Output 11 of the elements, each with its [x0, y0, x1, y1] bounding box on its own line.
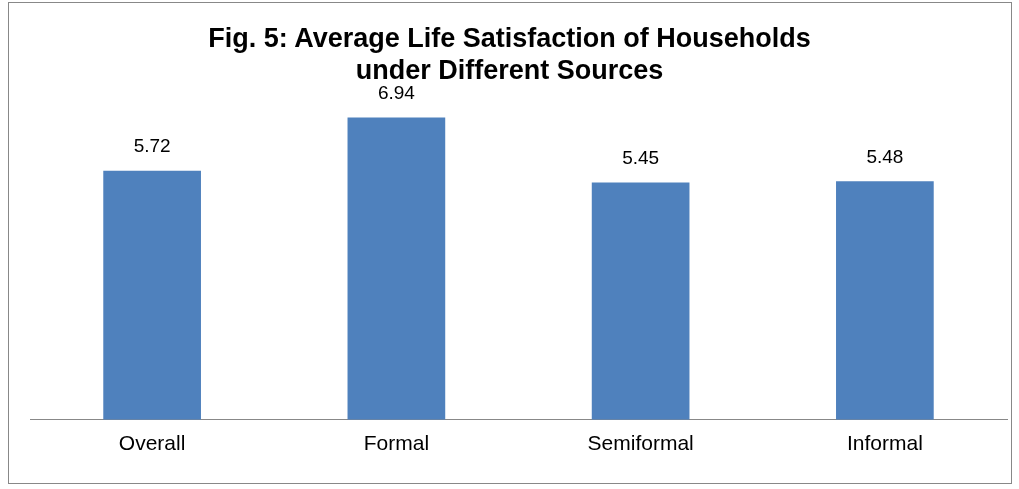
data-label: 5.72 [133, 135, 171, 157]
bar [103, 170, 201, 420]
data-label: 5.48 [866, 145, 904, 167]
data-label: 5.45 [622, 147, 660, 169]
bar [347, 117, 446, 420]
x-tick-label: Overall [118, 431, 186, 455]
bar [591, 182, 690, 420]
x-tick-label: Semiformal [587, 431, 694, 455]
x-tick-label: Formal [363, 431, 430, 455]
bar [836, 181, 934, 420]
x-tick-label: Informal [846, 431, 923, 455]
